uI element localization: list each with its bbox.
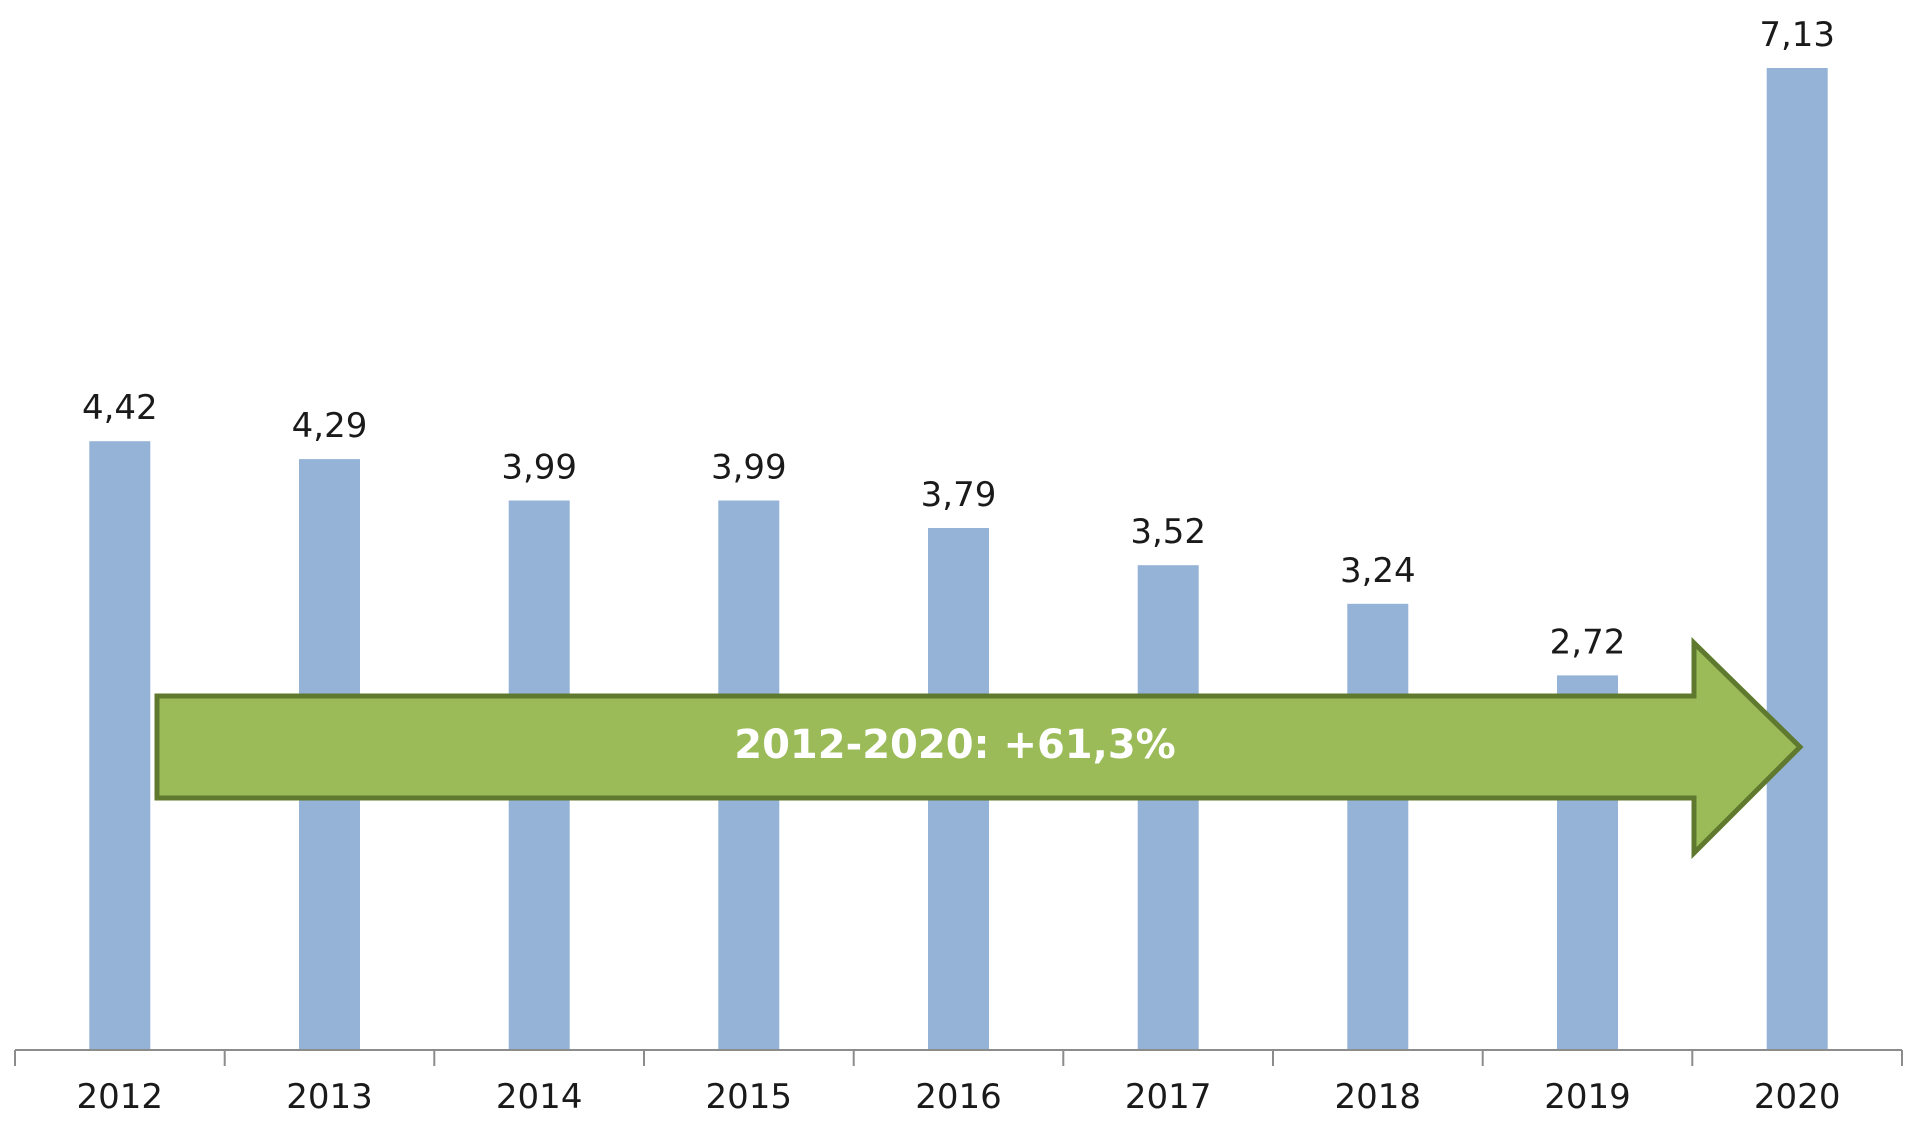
x-tick-label-2017: 2017 <box>1125 1077 1212 1117</box>
bar-2012 <box>89 441 151 1050</box>
x-tick-label-2018: 2018 <box>1335 1077 1422 1117</box>
annotation-text: 2012-2020: +61,3% <box>734 722 1175 768</box>
bar-2020 <box>1766 68 1828 1050</box>
annotation-arrow-group: 2012-2020: +61,3% <box>154 637 1804 860</box>
data-label-2015: 3,99 <box>711 448 787 488</box>
data-label-2014: 3,99 <box>501 448 577 488</box>
x-tick-label-2019: 2019 <box>1544 1077 1631 1117</box>
x-tick-label-2012: 2012 <box>77 1077 164 1117</box>
x-tick-label-2016: 2016 <box>915 1077 1002 1117</box>
data-label-2020: 7,13 <box>1759 15 1835 55</box>
x-tick-label-2013: 2013 <box>286 1077 373 1117</box>
bars-layer: 4,42 4,29 3,99 3,99 3,79 3,52 3,24 2,72 7,13 <box>82 15 1835 1051</box>
data-label-2019: 2,72 <box>1550 622 1626 662</box>
x-tick-label-2020: 2020 <box>1754 1077 1841 1117</box>
data-label-2016: 3,79 <box>921 475 997 515</box>
data-label-2013: 4,29 <box>292 406 368 446</box>
data-label-2017: 3,52 <box>1130 512 1206 552</box>
bar-2017 <box>1137 565 1199 1050</box>
x-axis: 2012 2013 2014 2015 2016 2017 2018 2019 2020 <box>14 1049 1903 1117</box>
data-label-2012: 4,42 <box>82 388 158 428</box>
data-label-2018: 3,24 <box>1340 551 1416 591</box>
x-tick-label-2015: 2015 <box>706 1077 793 1117</box>
x-tick-label-2014: 2014 <box>496 1077 583 1117</box>
bar-2018 <box>1347 603 1409 1050</box>
annotation-arrow <box>154 637 1804 860</box>
